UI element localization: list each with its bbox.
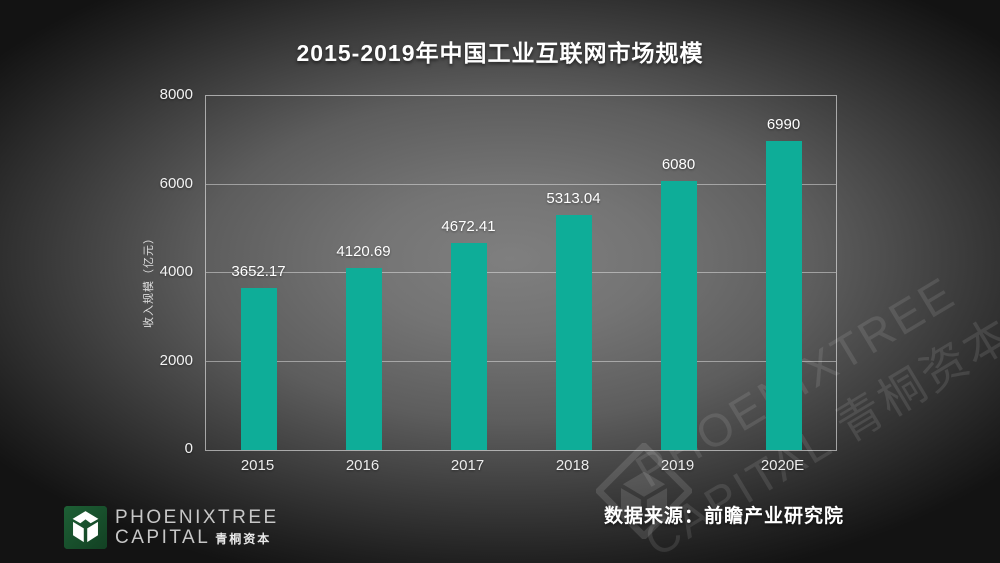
gridline — [206, 183, 836, 185]
chart-title: 2015-2019年中国工业互联网市场规模 — [296, 40, 704, 66]
bar — [555, 214, 592, 450]
y-tick-label: 4000 — [159, 263, 193, 280]
x-tick-label: 2020E — [760, 457, 805, 474]
bar-value-label: 4120.69 — [336, 242, 391, 260]
gridline — [206, 272, 836, 273]
gridline — [206, 360, 836, 362]
bar — [450, 243, 487, 450]
x-tick-label: 2018 — [555, 457, 590, 474]
plot-area: 3652.17 4120.69 4672.41 5313.04 6080 6990 — [205, 95, 837, 451]
bar — [660, 180, 697, 450]
phoenixtree-cube-icon — [64, 506, 107, 549]
brand-name-en2: CAPITAL — [115, 526, 211, 548]
x-tick-label: 2017 — [450, 457, 485, 474]
y-tick-label: 8000 — [159, 86, 193, 103]
y-tick-label: 0 — [184, 440, 193, 457]
x-tick-label: 2019 — [660, 457, 695, 474]
bar-value-label: 6080 — [661, 155, 696, 173]
x-tick-label: 2015 — [240, 457, 275, 474]
x-tick-label: 2016 — [345, 457, 380, 474]
brand-name-en: PHOENIXTREE — [115, 507, 279, 529]
brand-wordmark: PHOENIXTREE CAPITAL 青桐资本 — [115, 508, 279, 547]
y-axis-title: 收入规模（亿元） — [143, 232, 155, 328]
brand-name-cn: 青桐资本 — [215, 531, 272, 546]
y-tick-label: 2000 — [159, 351, 193, 369]
bar-value-label: 6990 — [766, 115, 801, 133]
brand-logo: PHOENIXTREE CAPITAL 青桐资本 — [64, 506, 279, 549]
data-source-note: 数据来源：前瞻产业研究院 — [603, 506, 844, 527]
y-tick-label: 6000 — [159, 174, 193, 192]
bar-value-label: 3652.17 — [231, 263, 286, 281]
bar-value-label: 5313.04 — [546, 189, 601, 207]
bar-value-label: 4672.41 — [441, 218, 496, 236]
bar — [765, 140, 802, 450]
bar — [240, 288, 277, 450]
bar — [345, 267, 382, 450]
